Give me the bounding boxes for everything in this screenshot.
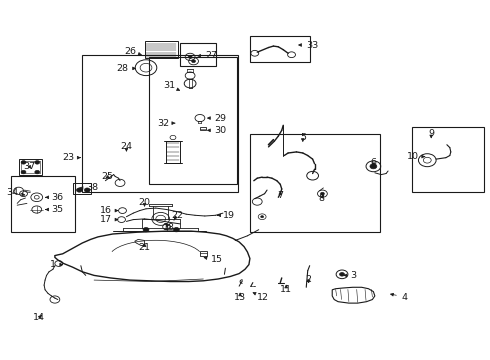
Bar: [82, 55, 238, 192]
Circle shape: [143, 228, 149, 232]
Text: 7: 7: [277, 191, 283, 199]
Text: 6: 6: [370, 158, 376, 167]
Text: 30: 30: [208, 126, 227, 135]
Text: 25: 25: [101, 172, 113, 181]
Text: 19: 19: [218, 211, 235, 220]
Text: 21: 21: [139, 243, 150, 252]
Text: 31: 31: [163, 81, 180, 90]
Text: 15: 15: [204, 256, 222, 264]
Bar: [11, 176, 75, 232]
Text: 11: 11: [280, 285, 292, 294]
Circle shape: [370, 164, 377, 169]
Text: 35: 35: [46, 205, 64, 214]
Text: 13: 13: [234, 293, 246, 302]
Text: 18: 18: [163, 223, 175, 232]
Text: 33: 33: [299, 40, 318, 49]
Circle shape: [320, 192, 324, 195]
Text: 38: 38: [80, 184, 98, 192]
Circle shape: [84, 188, 90, 192]
Text: 37: 37: [24, 162, 35, 171]
Text: 4: 4: [391, 292, 408, 302]
Bar: [149, 57, 237, 184]
Circle shape: [173, 228, 179, 232]
Circle shape: [35, 170, 40, 174]
Text: 10: 10: [407, 152, 425, 161]
Text: 23: 23: [62, 153, 80, 162]
Text: 22: 22: [172, 211, 183, 220]
Bar: [250, 134, 380, 232]
Text: 32: 32: [157, 118, 175, 127]
Bar: [145, 41, 178, 58]
Circle shape: [261, 216, 264, 218]
Circle shape: [35, 161, 40, 164]
Bar: [412, 127, 484, 192]
Text: 34: 34: [6, 188, 25, 197]
Circle shape: [21, 161, 26, 164]
Text: 24: 24: [121, 143, 132, 152]
Circle shape: [340, 273, 344, 276]
Text: 16: 16: [100, 206, 118, 215]
Bar: [250, 36, 310, 62]
Circle shape: [192, 60, 196, 63]
Text: 1: 1: [50, 260, 63, 269]
Circle shape: [76, 188, 82, 192]
Circle shape: [188, 55, 192, 58]
Text: 20: 20: [139, 198, 150, 207]
Text: 3: 3: [344, 271, 356, 280]
Bar: [180, 43, 216, 66]
Text: 36: 36: [46, 193, 64, 202]
Text: 26: 26: [124, 46, 142, 55]
Text: 5: 5: [300, 133, 306, 142]
Text: 2: 2: [306, 274, 312, 284]
Bar: [73, 183, 91, 194]
Text: 28: 28: [117, 64, 135, 73]
Text: 17: 17: [100, 215, 118, 224]
Text: 8: 8: [318, 194, 324, 203]
Bar: [19, 159, 42, 175]
Text: 9: 9: [428, 129, 434, 138]
Circle shape: [21, 170, 26, 174]
Text: 14: 14: [33, 313, 45, 322]
Text: 27: 27: [198, 51, 217, 60]
Text: 12: 12: [253, 292, 269, 302]
Text: 29: 29: [208, 113, 226, 122]
